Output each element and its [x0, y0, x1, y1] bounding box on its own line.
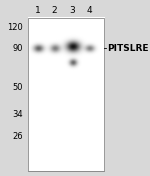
Text: 90: 90	[12, 44, 23, 53]
Bar	[28, 18, 104, 171]
Text: 34: 34	[12, 110, 23, 119]
Text: 4: 4	[86, 6, 92, 15]
Text: 1: 1	[35, 6, 41, 15]
Text: 2: 2	[52, 6, 57, 15]
Text: 26: 26	[12, 132, 23, 141]
Text: PITSLRE: PITSLRE	[107, 44, 148, 53]
Text: 50: 50	[12, 83, 23, 92]
Bar	[28, 18, 104, 171]
Text: 120: 120	[7, 23, 23, 32]
Text: 3: 3	[70, 6, 75, 15]
